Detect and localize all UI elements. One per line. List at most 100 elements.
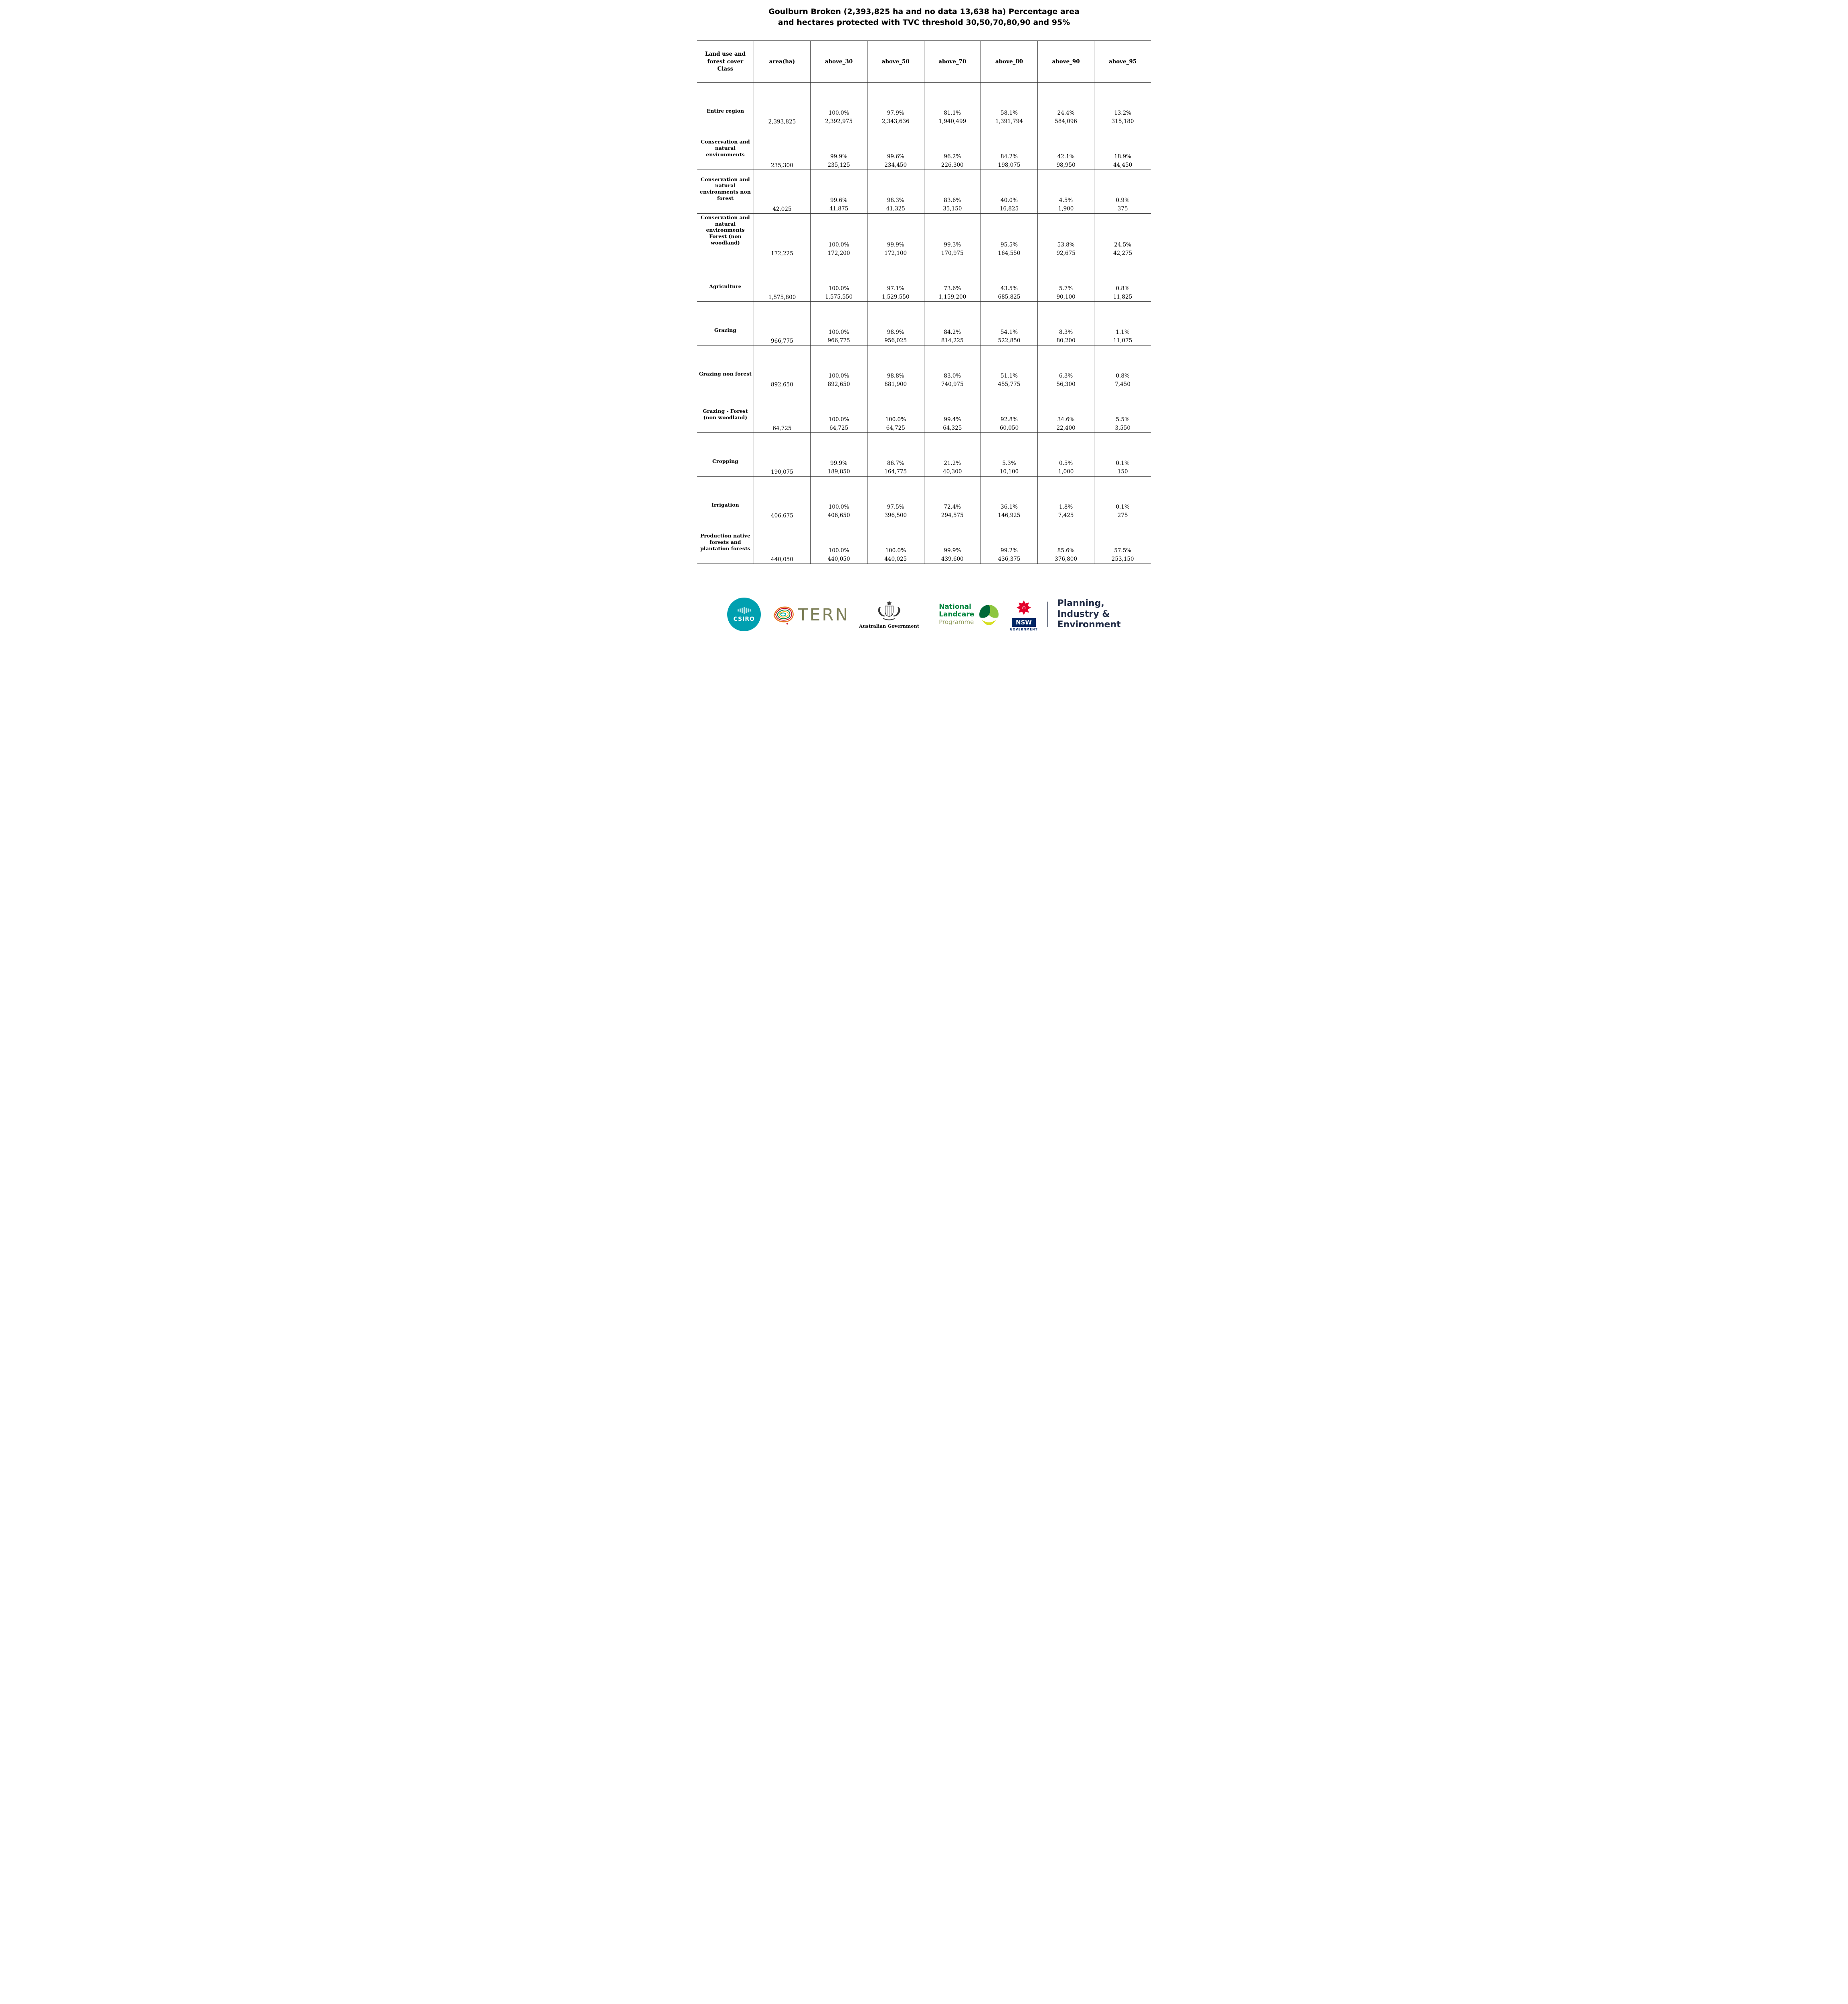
hectares-value: 1,940,499 [938, 118, 966, 125]
row-label: Conservation and natural environments no… [697, 170, 754, 214]
percent-value: 97.1% [887, 285, 904, 292]
hectares-value: 440,050 [827, 556, 850, 562]
percent-value: 5.7% [1059, 285, 1073, 292]
area-value: 235,300 [753, 126, 811, 170]
percent-value: 83.6% [944, 197, 961, 204]
percent-value: 8.3% [1059, 329, 1073, 336]
table-row: Irrigation 406,675 100.0% 406,650 97.5% 396,5… [697, 476, 1151, 521]
threshold-cell: 0.8% 11,825 [1094, 258, 1151, 302]
hectares-value: 35,150 [943, 205, 962, 212]
percent-value: 100.0% [828, 285, 849, 292]
nsw-label: NSW [1011, 618, 1036, 627]
threshold-cell: 42.1% 98,950 [1037, 126, 1095, 170]
hectares-value: 80,200 [1056, 337, 1076, 344]
percent-value: 73.6% [944, 285, 961, 292]
percent-value: 99.6% [830, 197, 847, 204]
percent-value: 100.0% [828, 373, 849, 380]
hectares-value: 60,050 [999, 424, 1019, 431]
percent-value: 0.1% [1116, 504, 1130, 511]
threshold-cell: 100.0% 440,050 [810, 520, 867, 564]
row-label: Entire region [697, 82, 754, 127]
percent-value: 6.3% [1059, 373, 1073, 380]
landcare-line3: Programme [939, 618, 974, 626]
percent-value: 4.5% [1059, 197, 1073, 204]
hectares-value: 10,100 [999, 468, 1019, 475]
threshold-cell: 0.9% 375 [1094, 170, 1151, 214]
threshold-cell: 6.3% 56,300 [1037, 345, 1095, 390]
planning-industry-environment-logo: Planning, Industry & Environment [1057, 598, 1121, 630]
column-header: above_90 [1037, 40, 1095, 83]
hectares-value: 7,425 [1058, 512, 1074, 519]
area-value: 2,393,825 [753, 82, 811, 127]
table-row: Conservation and natural environments 235… [697, 126, 1151, 170]
hectares-value: 685,825 [998, 293, 1021, 300]
hectares-value: 41,875 [829, 205, 849, 212]
threshold-cell: 96.2% 226,300 [924, 126, 981, 170]
threshold-cell: 84.2% 814,225 [924, 301, 981, 346]
threshold-cell: 21.2% 40,300 [924, 432, 981, 477]
hectares-value: 1,159,200 [938, 293, 966, 300]
percent-value: 5.3% [1002, 460, 1016, 467]
hectares-value: 294,575 [941, 512, 964, 519]
threshold-cell: 100.0% 406,650 [810, 476, 867, 521]
hectares-value: 3,550 [1115, 424, 1131, 431]
percent-value: 92.8% [1000, 416, 1018, 423]
percent-value: 97.9% [887, 110, 904, 117]
percent-value: 95.5% [1000, 242, 1018, 248]
percent-value: 96.2% [944, 154, 961, 160]
tern-australia-scribble-icon [773, 606, 794, 625]
hectares-value: 16,825 [999, 205, 1019, 212]
threshold-cell: 99.9% 172,100 [867, 213, 924, 259]
table-row: Grazing - Forest (non woodland) 64,725 100… [697, 389, 1151, 433]
threshold-cell: 5.7% 90,100 [1037, 258, 1095, 302]
row-label: Production native forests and plantation… [697, 520, 754, 564]
percent-value: 13.2% [1114, 110, 1132, 117]
hectares-value: 1,529,550 [882, 293, 910, 300]
row-label: Conservation and natural environments Fo… [697, 213, 754, 259]
percent-value: 100.0% [828, 110, 849, 117]
row-label: Grazing - Forest (non woodland) [697, 389, 754, 433]
hectares-value: 64,725 [886, 424, 905, 431]
threshold-cell: 99.6% 234,450 [867, 126, 924, 170]
percent-value: 84.2% [1000, 154, 1018, 160]
threshold-cell: 100.0% 440,025 [867, 520, 924, 564]
threshold-cell: 18.9% 44,450 [1094, 126, 1151, 170]
percent-value: 53.8% [1057, 242, 1075, 248]
planning-line2: Industry & [1057, 609, 1110, 619]
planning-line3: Environment [1057, 620, 1121, 630]
csiro-label: CSIRO [733, 616, 755, 622]
threshold-cell: 83.6% 35,150 [924, 170, 981, 214]
percent-value: 100.0% [828, 416, 849, 423]
threshold-cell: 99.2% 436,375 [981, 520, 1038, 564]
threshold-cell: 5.5% 3,550 [1094, 389, 1151, 433]
threshold-cell: 100.0% 2,392,975 [810, 82, 867, 127]
percent-value: 24.5% [1114, 242, 1132, 248]
area-value: 42,025 [753, 170, 811, 214]
page-title-line1: Goulburn Broken (2,393,825 ha and no dat… [768, 7, 1080, 16]
hectares-value: 22,400 [1056, 424, 1076, 431]
hectares-value: 376,800 [1055, 556, 1077, 562]
hectares-value: 90,100 [1056, 293, 1076, 300]
threshold-cell: 100.0% 966,775 [810, 301, 867, 346]
table-body: Entire region 2,393,825 100.0% 2,392,975 97.… [697, 82, 1151, 564]
threshold-cell: 84.2% 198,075 [981, 126, 1038, 170]
percent-value: 99.9% [830, 154, 847, 160]
percent-value: 99.6% [887, 154, 904, 160]
percent-value: 36.1% [1000, 504, 1018, 511]
threshold-cell: 95.5% 164,550 [981, 213, 1038, 259]
threshold-cell: 34.6% 22,400 [1037, 389, 1095, 433]
coat-of-arms-icon [878, 600, 900, 620]
area-value: 172,225 [753, 213, 811, 259]
percent-value: 85.6% [1057, 547, 1075, 554]
column-header: above_80 [981, 40, 1038, 83]
australian-government-logo: Australian Government [859, 600, 919, 629]
area-value: 406,675 [753, 476, 811, 521]
percent-value: 0.8% [1116, 373, 1130, 380]
tern-logo: TERN [770, 603, 849, 626]
hectares-value: 315,180 [1111, 118, 1134, 125]
percent-value: 99.3% [944, 242, 961, 248]
hectares-value: 1,391,794 [995, 118, 1023, 125]
hectares-value: 164,775 [884, 468, 907, 475]
hectares-value: 7,450 [1115, 381, 1131, 388]
table-row: Conservation and natural environments no… [697, 170, 1151, 214]
